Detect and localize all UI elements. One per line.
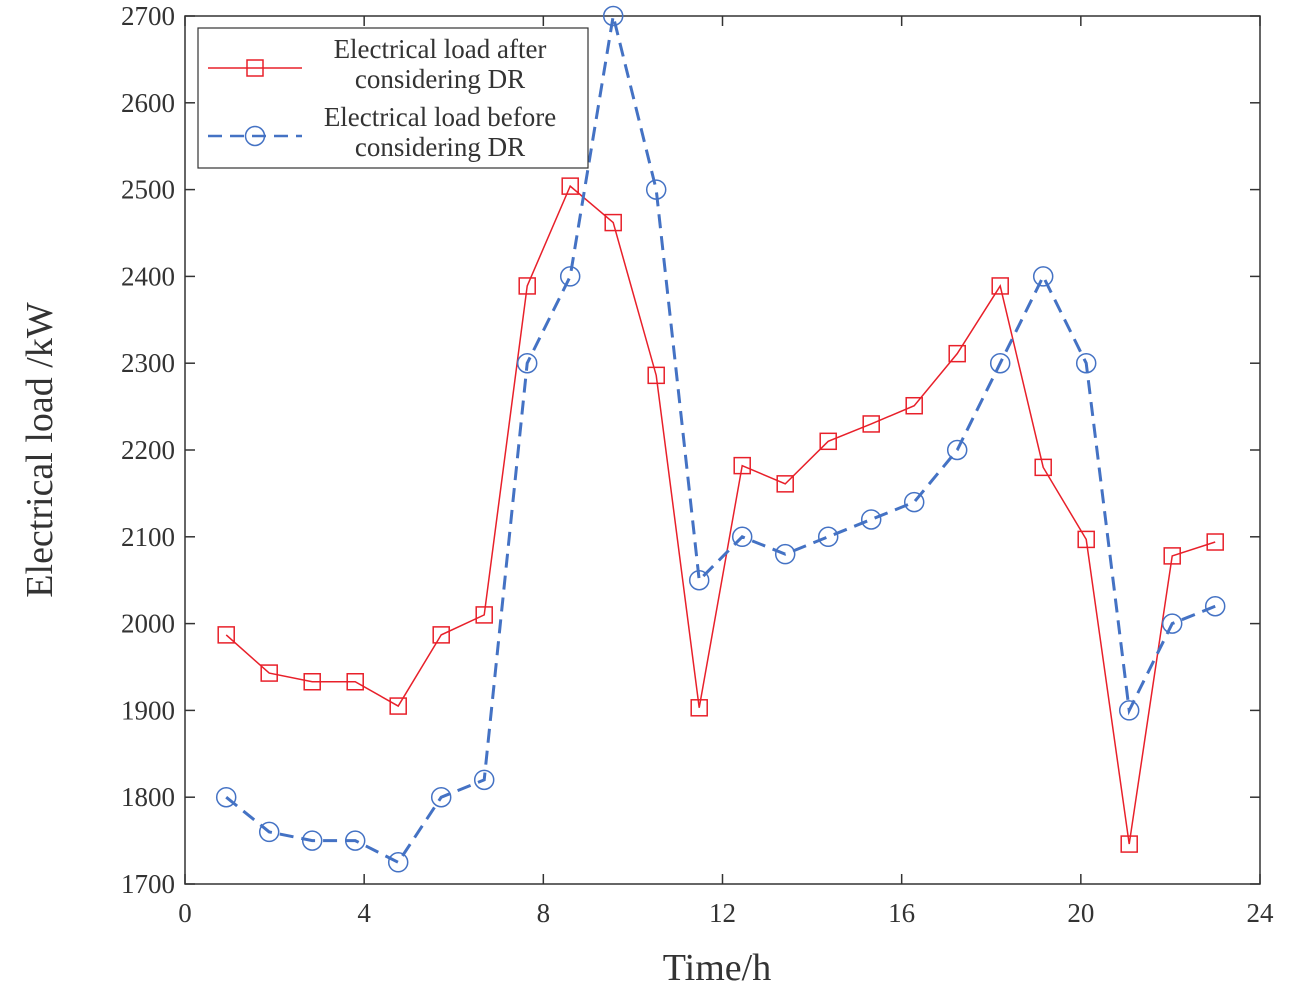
series-line [225, 15, 1216, 865]
data-point [647, 366, 665, 385]
data-point [1118, 700, 1140, 721]
data-point [1204, 595, 1226, 617]
data-point [303, 673, 321, 691]
legend: Electrical load after considering DR Elect… [197, 27, 589, 169]
data-point [733, 456, 751, 475]
data-point [475, 606, 493, 624]
data-point [688, 569, 710, 591]
y-tick-label: 2700 [121, 1, 175, 31]
data-point [905, 396, 923, 415]
series-line [225, 184, 1216, 845]
y-tick-label: 2100 [121, 522, 175, 552]
data-point [561, 177, 579, 195]
y-tick-label: 2000 [121, 609, 175, 639]
x-tick-label: 12 [709, 898, 736, 928]
data-point [1120, 835, 1138, 853]
data-point [991, 277, 1009, 295]
x-tick-label: 24 [1247, 898, 1275, 928]
data-point [817, 526, 839, 548]
data-point [516, 352, 538, 374]
y-tick-label: 2500 [121, 175, 175, 205]
y-tick-label: 2200 [121, 435, 175, 465]
data-point [862, 415, 880, 433]
legend-marker [246, 59, 264, 77]
y-axis-label: Electrical load /kW [19, 302, 61, 598]
data-point [819, 432, 837, 451]
data-point [346, 673, 364, 691]
x-axis-label: Time/h [663, 947, 771, 989]
y-tick-label: 1900 [121, 695, 175, 725]
data-point [217, 626, 235, 644]
data-point [1075, 352, 1097, 374]
data-point [258, 821, 280, 843]
data-point [432, 626, 450, 644]
data-point [602, 5, 624, 27]
data-point [1077, 530, 1095, 549]
data-point [473, 769, 495, 791]
y-tick-label: 2300 [121, 348, 175, 378]
data-point [731, 526, 753, 548]
data-point [948, 344, 966, 363]
legend-label: Electrical load after considering DR [334, 34, 547, 94]
x-tick-label: 4 [357, 898, 371, 928]
y-tick-label: 2400 [121, 261, 175, 291]
x-tick-label: 20 [1067, 898, 1094, 928]
data-point [860, 509, 882, 530]
y-tick-label: 2600 [121, 88, 175, 118]
data-point [1032, 266, 1054, 287]
y-tick-label: 1800 [121, 782, 175, 812]
data-point [645, 179, 667, 200]
y-tick-label: 1700 [121, 869, 175, 899]
data-point [690, 699, 708, 717]
x-tick-label: 8 [537, 898, 551, 928]
data-point [387, 852, 409, 873]
legend-label: Electrical load before considering DR [324, 102, 556, 162]
data-point [260, 664, 278, 682]
data-point [344, 830, 366, 851]
data-point [946, 439, 968, 461]
data-point [518, 277, 536, 295]
data-point [989, 352, 1011, 374]
data-point [776, 475, 794, 493]
data-point [1206, 533, 1224, 551]
data-point [774, 543, 796, 565]
data-point [604, 213, 622, 232]
data-point [1163, 547, 1181, 565]
data-point [903, 491, 925, 513]
data-point [559, 266, 581, 287]
legend-marker [244, 125, 266, 147]
legend-box [197, 27, 589, 169]
x-tick-label: 0 [178, 898, 192, 928]
data-point [1034, 458, 1052, 477]
x-tick-label: 16 [888, 898, 915, 928]
data-point [301, 830, 323, 851]
data-point [215, 786, 237, 808]
data-point [389, 697, 407, 715]
data-point [430, 786, 452, 808]
data-point [1161, 613, 1183, 634]
